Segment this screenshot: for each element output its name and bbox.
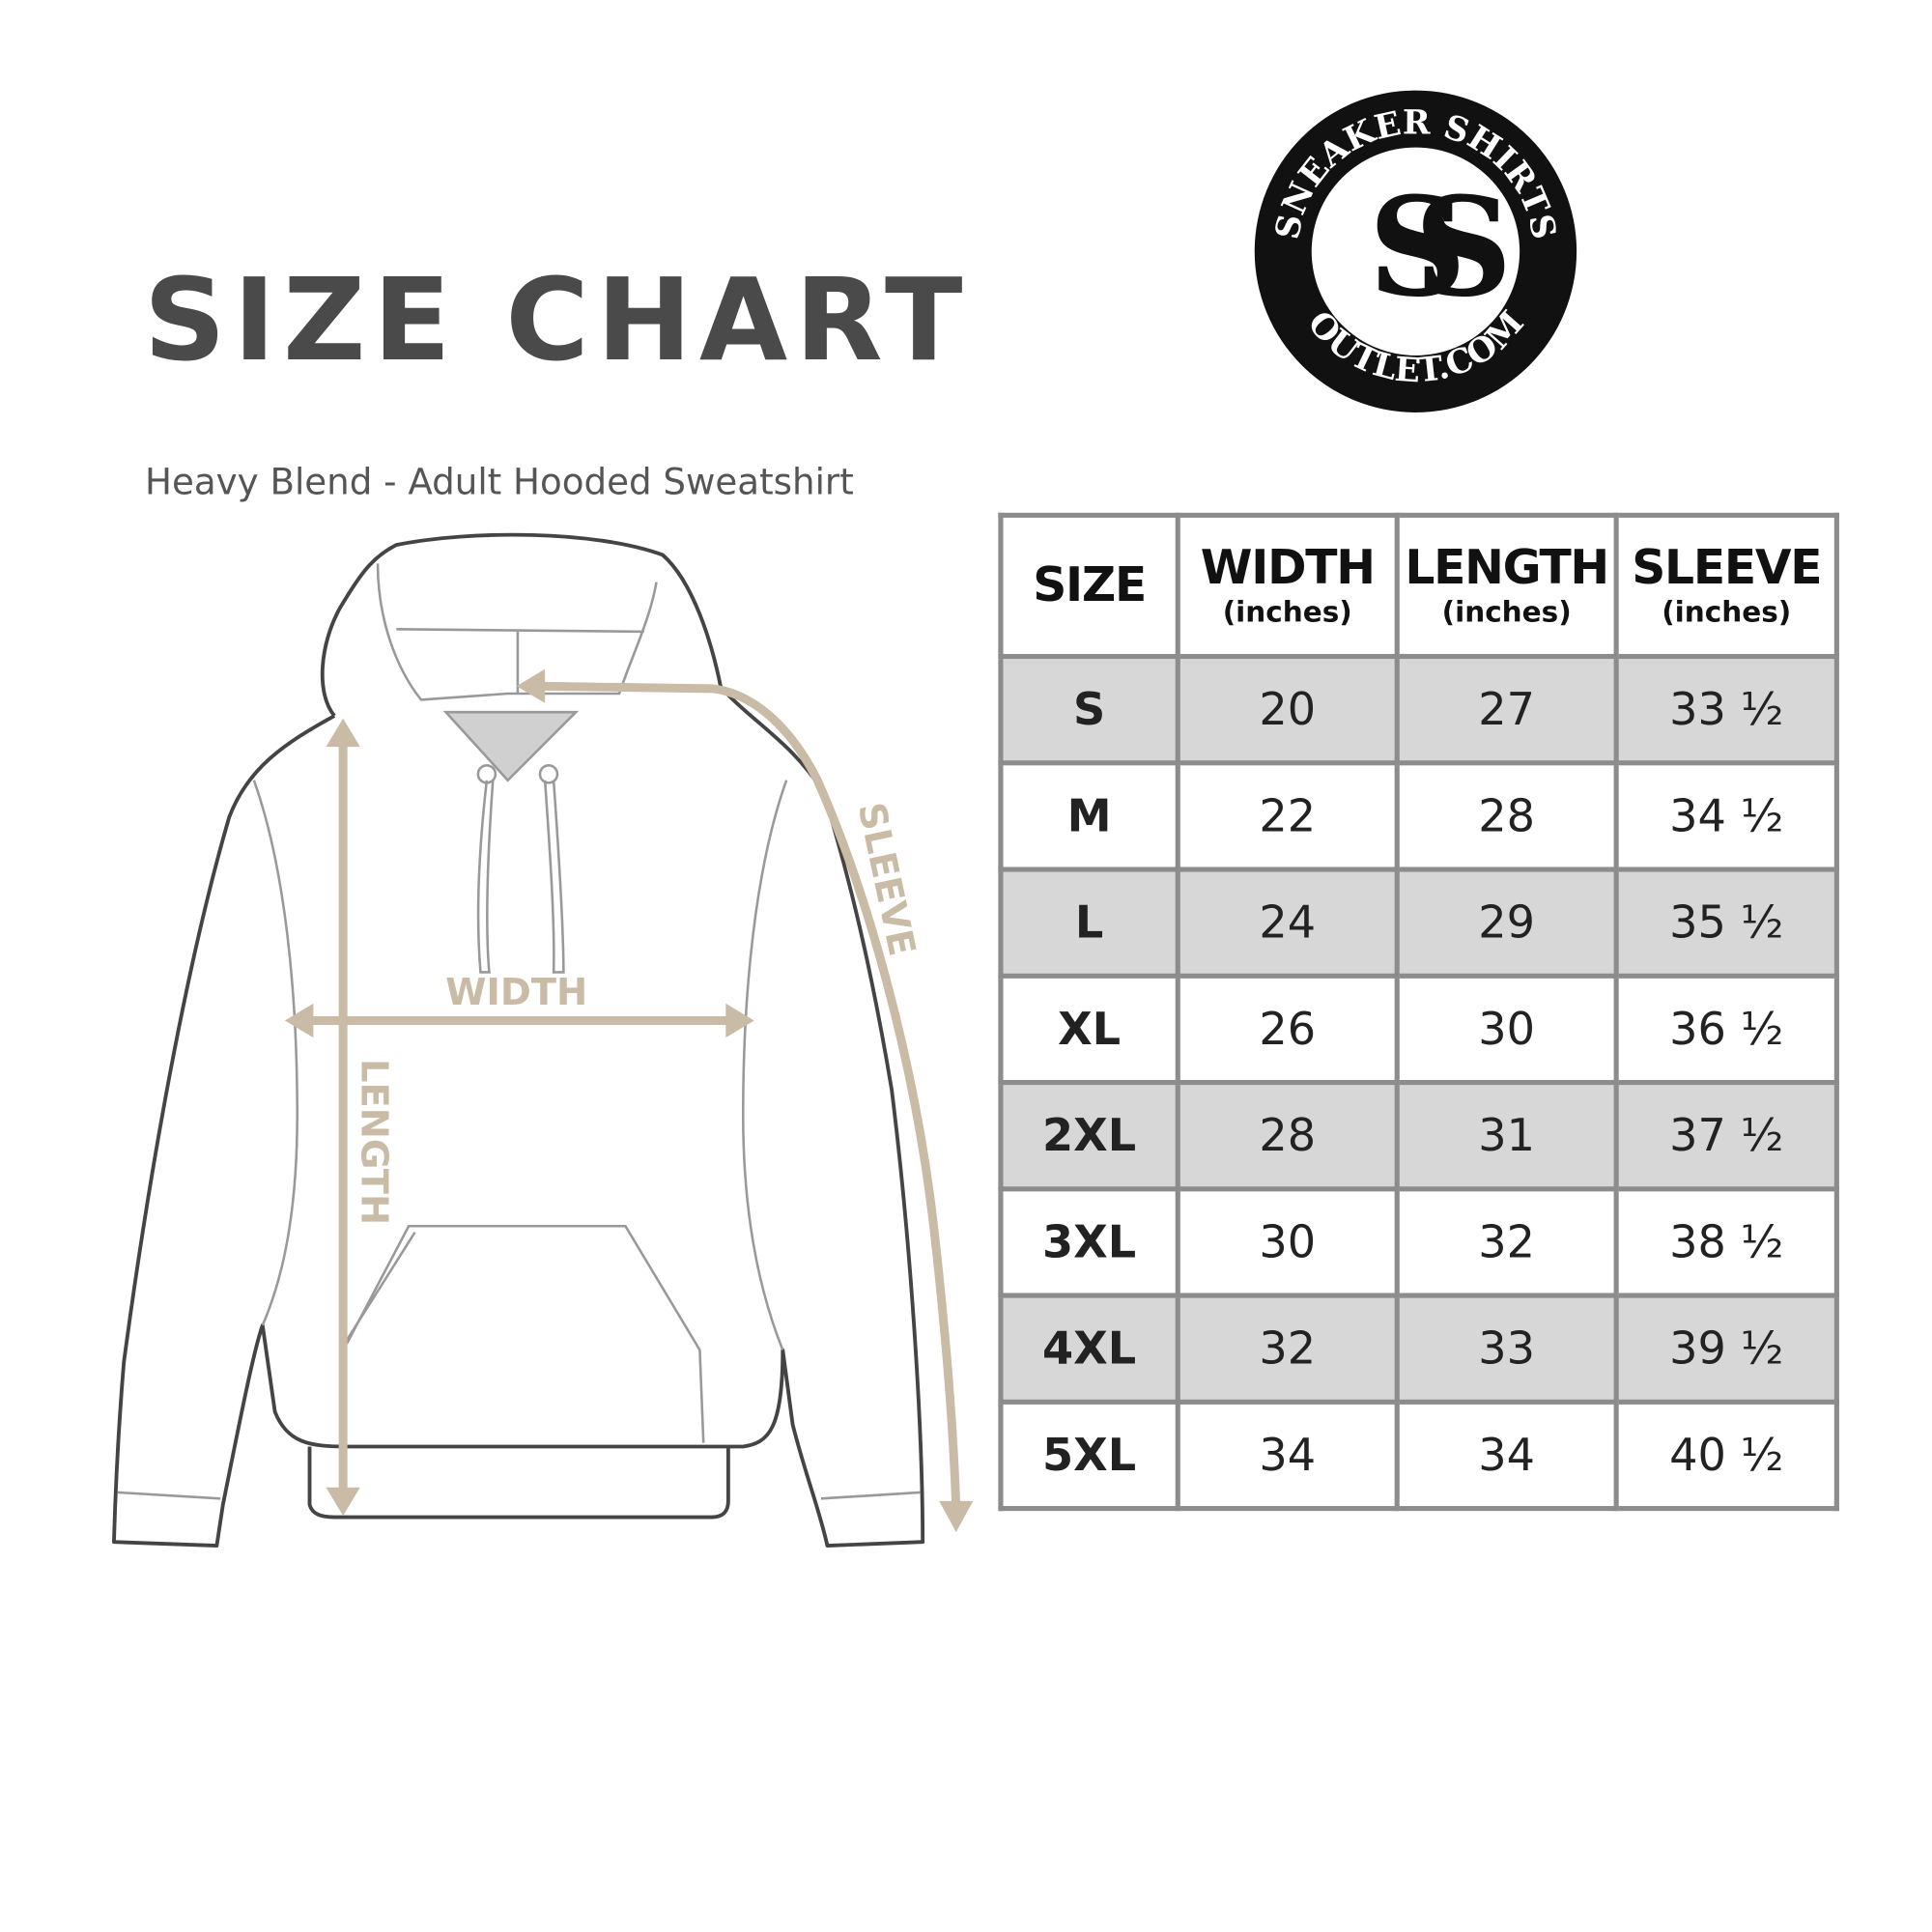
cell-size: 2XL <box>998 1079 1180 1192</box>
cell-size: S <box>998 653 1180 766</box>
cell-sleeve: 33 ½ <box>1613 653 1839 766</box>
cell-sleeve: 37 ½ <box>1613 1079 1839 1192</box>
cell-width: 20 <box>1175 653 1400 766</box>
cell-length: 29 <box>1394 867 1619 979</box>
hoodie-outline <box>112 532 925 1548</box>
table-row: 4XL 32 33 39 ½ <box>998 1293 1839 1405</box>
cell-width: 22 <box>1175 760 1400 872</box>
cell-length: 30 <box>1394 973 1619 1086</box>
cell-width: 26 <box>1175 973 1400 1086</box>
cell-size: 5XL <box>998 1399 1180 1512</box>
product-subtitle: Heavy Blend - Adult Hooded Sweatshirt <box>145 460 854 503</box>
cell-size: 3XL <box>998 1186 1180 1298</box>
table-row: S 20 27 33 ½ <box>998 653 1839 766</box>
table-row: 3XL 30 32 38 ½ <box>998 1186 1839 1298</box>
cell-length: 27 <box>1394 653 1619 766</box>
col-header-sleeve: SLEEVE (inches) <box>1613 512 1839 660</box>
cell-length: 33 <box>1394 1293 1619 1405</box>
cell-sleeve: 38 ½ <box>1613 1186 1839 1298</box>
cell-width: 32 <box>1175 1293 1400 1405</box>
cell-width: 34 <box>1175 1399 1400 1512</box>
table-row: 2XL 28 31 37 ½ <box>998 1079 1839 1192</box>
cell-sleeve: 34 ½ <box>1613 760 1839 872</box>
cell-length: 34 <box>1394 1399 1619 1512</box>
col-header-width: WIDTH (inches) <box>1175 512 1400 660</box>
measure-arrows <box>284 668 974 1533</box>
table-row: XL 26 30 36 ½ <box>998 973 1839 1086</box>
cell-size: XL <box>998 973 1180 1086</box>
cell-length: 28 <box>1394 760 1619 872</box>
sleeve-arrowhead-bottom <box>939 1500 974 1533</box>
brand-logo: SNEAKER SHIRTS OUTLET.COM SS <box>1254 90 1577 412</box>
logo-center <box>1311 147 1520 355</box>
cell-size: M <box>998 760 1180 872</box>
width-arrowhead-left <box>284 1003 314 1038</box>
sleeve-arrow <box>530 681 961 1514</box>
table-header-row: SIZE WIDTH (inches) LENGTH (inches) SLEEVE… <box>998 512 1839 660</box>
size-table: SIZE WIDTH (inches) LENGTH (inches) SLEEVE… <box>998 512 1839 1512</box>
cell-length: 31 <box>1394 1079 1619 1192</box>
width-arrowhead-right <box>725 1003 754 1038</box>
hoodie-details <box>252 563 788 1443</box>
cell-length: 32 <box>1394 1186 1619 1298</box>
table-row: 5XL 34 34 40 ½ <box>998 1399 1839 1512</box>
width-label: WIDTH <box>445 971 587 1014</box>
cell-width: 24 <box>1175 867 1400 979</box>
page-title: SIZE CHART <box>143 253 971 387</box>
hoodie-diagram: WIDTH LENGTH SLEEVE <box>112 532 974 1548</box>
cell-sleeve: 35 ½ <box>1613 867 1839 979</box>
cell-width: 28 <box>1175 1079 1400 1192</box>
length-arrowhead-top <box>326 718 360 748</box>
length-label: LENGTH <box>352 1059 395 1225</box>
sleeve-arrowhead-top <box>516 668 546 703</box>
col-header-length: LENGTH (inches) <box>1394 512 1619 660</box>
cell-sleeve: 36 ½ <box>1613 973 1839 1086</box>
cell-size: 4XL <box>998 1293 1180 1405</box>
cell-sleeve: 40 ½ <box>1613 1399 1839 1512</box>
cell-size: L <box>998 867 1180 979</box>
cell-width: 30 <box>1175 1186 1400 1298</box>
table-row: L 24 29 35 ½ <box>998 867 1839 979</box>
length-arrowhead-bottom <box>326 1487 360 1517</box>
table-row: M 22 28 34 ½ <box>998 760 1839 872</box>
cell-sleeve: 39 ½ <box>1613 1293 1839 1405</box>
col-header-size: SIZE <box>998 512 1180 660</box>
